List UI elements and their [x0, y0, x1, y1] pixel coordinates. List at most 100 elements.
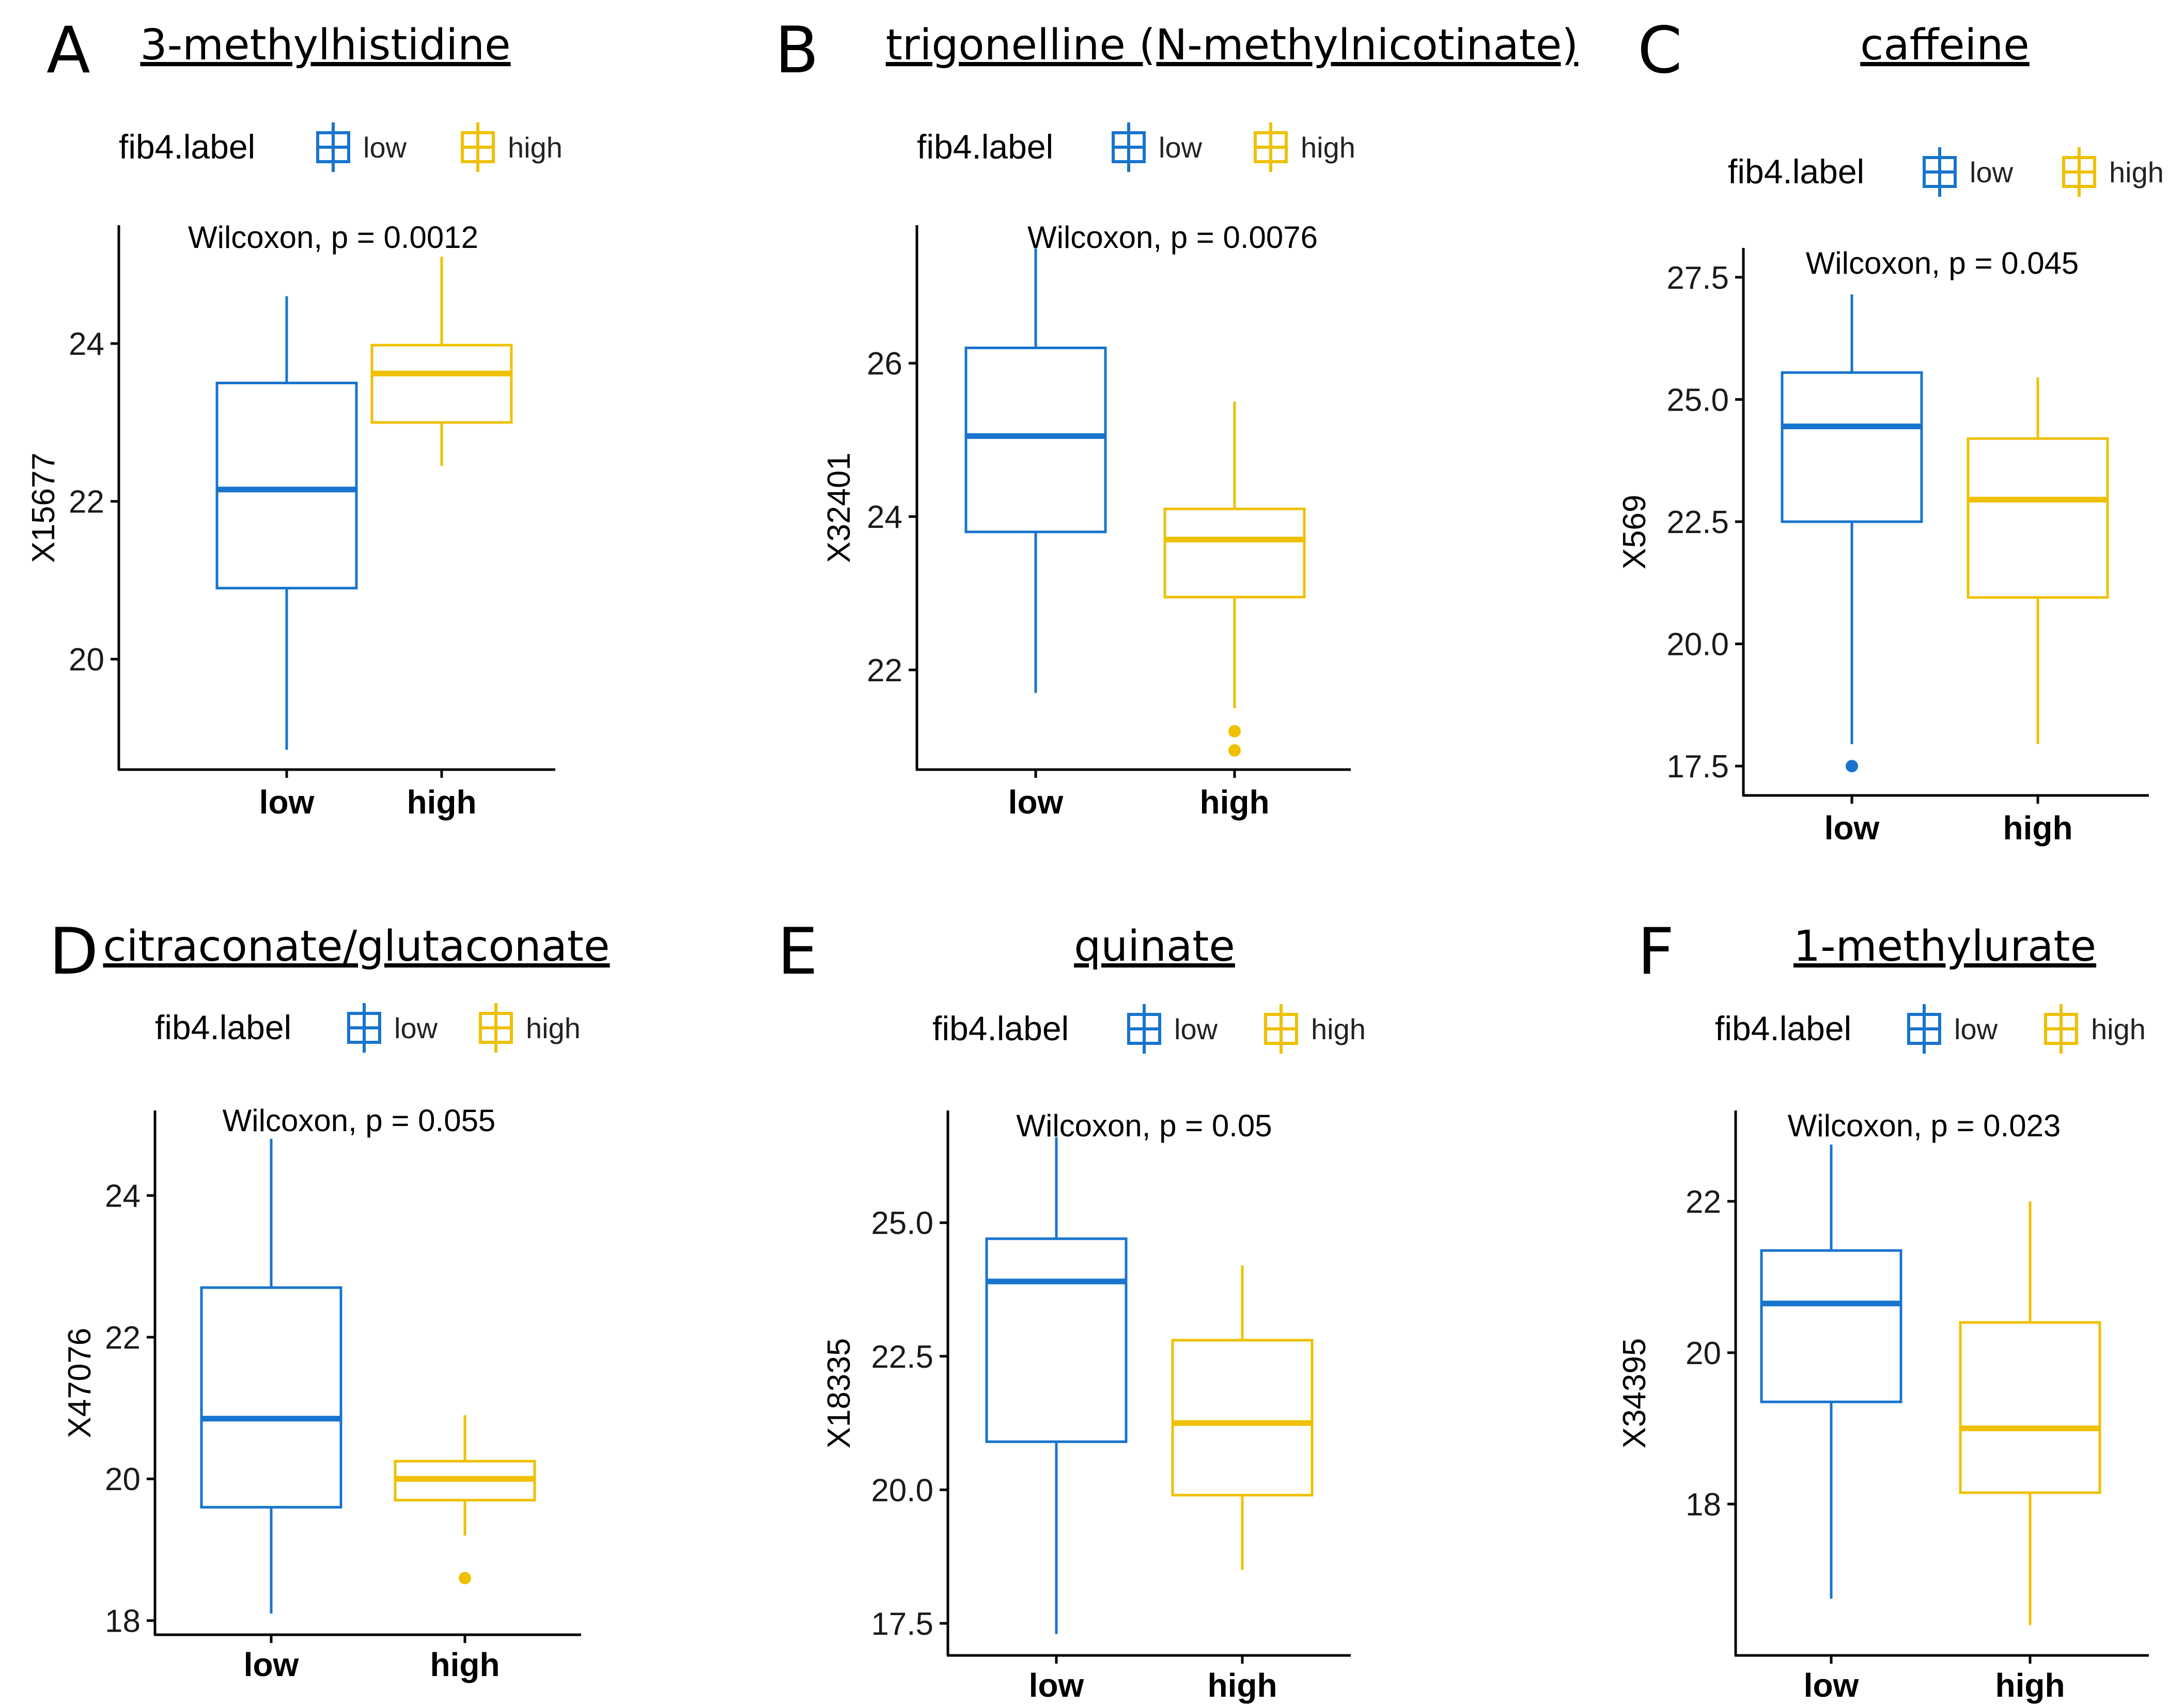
box-iqr [985, 1237, 1128, 1443]
y-tick-label: 22.5 [871, 1339, 933, 1375]
panel-letter: D [49, 915, 98, 989]
y-tick-label: 18 [1686, 1487, 1721, 1523]
panel-letter: E [777, 915, 818, 989]
panel-title: quinate [1074, 922, 1235, 971]
legend-key-high [461, 122, 495, 172]
stat-annotation: Wilcoxon, p = 0.055 [223, 1103, 496, 1138]
panel-title: citraconate/glutaconate [103, 922, 610, 971]
y-tick-label: 20 [105, 1462, 141, 1497]
box-iqr [215, 382, 358, 590]
box-high [1163, 401, 1306, 757]
y-tick-label: 17.5 [1666, 749, 1729, 785]
y-axis-label: X47076 [62, 1328, 98, 1438]
y-tick-label: 25.0 [871, 1206, 933, 1241]
x-tick-label-high: high [1199, 784, 1269, 821]
x-tick-label-low: low [1029, 1667, 1084, 1704]
box-low [964, 248, 1107, 693]
panel-letter: A [46, 13, 90, 88]
y-tick-label: 20 [1686, 1336, 1721, 1371]
stat-annotation: Wilcoxon, p = 0.0012 [188, 220, 478, 255]
box-high [1959, 1201, 2101, 1625]
x-tick-label-high: high [430, 1646, 500, 1683]
legend-title: fib4.label [917, 128, 1053, 166]
legend-label-high: high [1301, 131, 1355, 164]
y-tick-label: 24 [867, 499, 902, 535]
y-axis-label: X32401 [821, 452, 857, 563]
stat-annotation: Wilcoxon, p = 0.05 [1016, 1108, 1272, 1143]
y-tick-label: 27.5 [1666, 260, 1729, 296]
box-iqr [1781, 371, 1923, 523]
panel-letter: B [775, 13, 819, 88]
panel-title: 3-methylhistidine [140, 21, 510, 70]
panel-letter: C [1637, 13, 1682, 88]
panel-title: trigonelline (N-methylnicotinate) [886, 21, 1579, 70]
x-tick-label-high: high [407, 784, 476, 821]
legend-key-high [479, 1003, 513, 1053]
y-axis-label: X34395 [1617, 1338, 1652, 1449]
legend: fib4.label low high [1715, 1004, 2146, 1054]
legend-label-low: low [1174, 1013, 1218, 1045]
y-tick-label: 22.5 [1666, 505, 1729, 540]
y-tick-label: 22 [1686, 1184, 1721, 1220]
box-low [215, 296, 358, 750]
legend-title: fib4.label [1728, 152, 1864, 191]
y-tick-label: 17.5 [871, 1606, 933, 1642]
legend-label-low: low [1159, 131, 1203, 164]
y-axis-label: X569 [1617, 495, 1652, 570]
outlier-point [1846, 760, 1858, 773]
x-tick-label-low: low [1824, 809, 1880, 847]
legend-key-low [1907, 1004, 1941, 1054]
y-tick-label: 18 [105, 1604, 141, 1639]
legend: fib4.label low high [119, 122, 563, 172]
panel-f: F 1-methylurate fib4.label low high 18 20 22 low… [1617, 915, 2149, 1704]
legend-key-high [2062, 147, 2096, 197]
y-tick-label: 22 [105, 1320, 141, 1356]
box-high [394, 1415, 536, 1585]
box-iqr [1171, 1339, 1314, 1497]
y-axis-label: X15677 [26, 452, 61, 563]
legend-key-high [1264, 1004, 1298, 1054]
legend-title: fib4.label [155, 1008, 291, 1046]
box-low [200, 1138, 342, 1614]
stat-annotation: Wilcoxon, p = 0.023 [1788, 1108, 2061, 1143]
x-tick-label-low: low [259, 784, 315, 821]
box-low [1781, 294, 1923, 773]
x-tick-label-high: high [2003, 809, 2072, 847]
legend-label-low: low [363, 131, 407, 164]
legend-key-low [347, 1003, 381, 1053]
box-high [370, 257, 513, 466]
legend: fib4.label low high [155, 1003, 581, 1053]
box-high [1967, 377, 2109, 744]
box-low [1760, 1144, 1902, 1599]
x-tick-label-high: high [1207, 1667, 1277, 1704]
panel-a: A 3-methylhistidine fib4.label low high 20 22 2… [26, 13, 563, 821]
y-tick-label: 22 [867, 653, 902, 689]
legend-key-low [316, 122, 350, 172]
outlier-point [1228, 725, 1241, 738]
y-tick-label: 22 [69, 484, 104, 520]
y-tick-label: 25.0 [1666, 382, 1729, 418]
legend-key-low [1112, 122, 1146, 172]
outlier-point [1228, 744, 1241, 757]
legend-title: fib4.label [1715, 1009, 1851, 1047]
y-tick-label: 26 [867, 346, 902, 382]
panel-letter: F [1637, 915, 1674, 989]
legend: fib4.label low high [932, 1004, 1366, 1054]
y-tick-label: 24 [69, 326, 104, 362]
legend-key-high [1254, 122, 1288, 172]
legend-label-high: high [508, 131, 563, 164]
legend: fib4.label low high [1728, 147, 2164, 197]
legend-label-high: high [526, 1012, 581, 1044]
x-tick-label-high: high [1995, 1667, 2065, 1704]
legend-label-high: high [2109, 156, 2164, 189]
legend-label-high: high [1311, 1013, 1366, 1045]
x-tick-label-low: low [1008, 784, 1064, 821]
legend-label-low: low [394, 1012, 438, 1044]
y-axis-label: X18335 [821, 1338, 857, 1449]
legend: fib4.label low high [917, 122, 1355, 172]
